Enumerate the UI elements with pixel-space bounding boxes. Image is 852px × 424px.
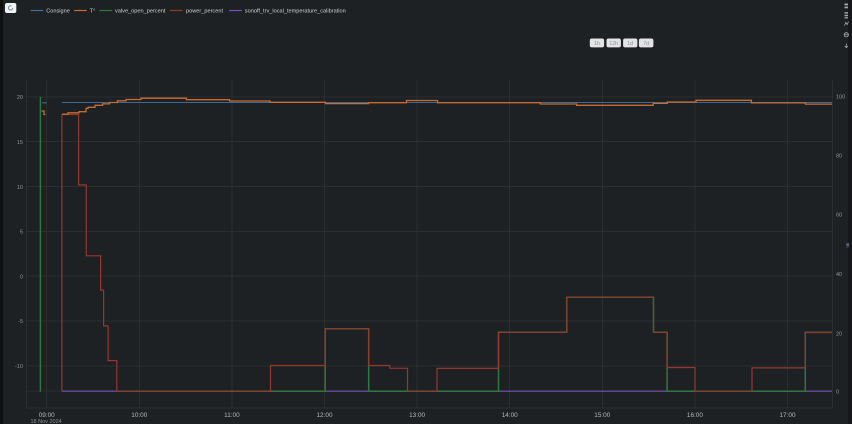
svg-text:-10: -10 bbox=[15, 364, 23, 370]
svg-text:09:00: 09:00 bbox=[39, 412, 55, 419]
svg-text:sonoff_trv_local_temperature_c: sonoff_trv_local_temperature_calibration bbox=[245, 9, 346, 15]
svg-text:15: 15 bbox=[17, 140, 23, 146]
svg-text:10:00: 10:00 bbox=[131, 412, 147, 419]
svg-text:40: 40 bbox=[836, 272, 842, 278]
svg-text:power_percent: power_percent bbox=[186, 9, 223, 15]
svg-text:15:00: 15:00 bbox=[594, 412, 610, 419]
svg-text:-5: -5 bbox=[18, 319, 23, 325]
svg-text:17:00: 17:00 bbox=[780, 412, 796, 419]
svg-text:10: 10 bbox=[17, 185, 23, 191]
svg-text:7d: 7d bbox=[643, 41, 649, 47]
svg-text:80: 80 bbox=[836, 153, 842, 159]
svg-text:T°: T° bbox=[90, 9, 96, 15]
svg-text:11:00: 11:00 bbox=[224, 412, 240, 419]
svg-text:12h: 12h bbox=[609, 41, 618, 47]
svg-text:1h: 1h bbox=[594, 41, 600, 47]
svg-text:12:00: 12:00 bbox=[317, 412, 333, 419]
svg-text:Consigne: Consigne bbox=[46, 9, 70, 15]
svg-text:16:00: 16:00 bbox=[687, 412, 703, 419]
svg-text:14:00: 14:00 bbox=[502, 412, 518, 419]
svg-text:5: 5 bbox=[20, 230, 23, 236]
svg-text:13:00: 13:00 bbox=[409, 412, 425, 419]
svg-text:20: 20 bbox=[17, 95, 23, 101]
svg-text:valve_open_percent: valve_open_percent bbox=[115, 9, 166, 15]
svg-text:1d: 1d bbox=[627, 41, 633, 47]
svg-text:20: 20 bbox=[836, 331, 842, 337]
svg-text:60: 60 bbox=[836, 212, 842, 218]
svg-text:0: 0 bbox=[836, 389, 839, 395]
svg-text:0: 0 bbox=[20, 274, 23, 280]
svg-text:100: 100 bbox=[836, 94, 845, 100]
svg-text:18 Nov 2024: 18 Nov 2024 bbox=[31, 419, 62, 424]
